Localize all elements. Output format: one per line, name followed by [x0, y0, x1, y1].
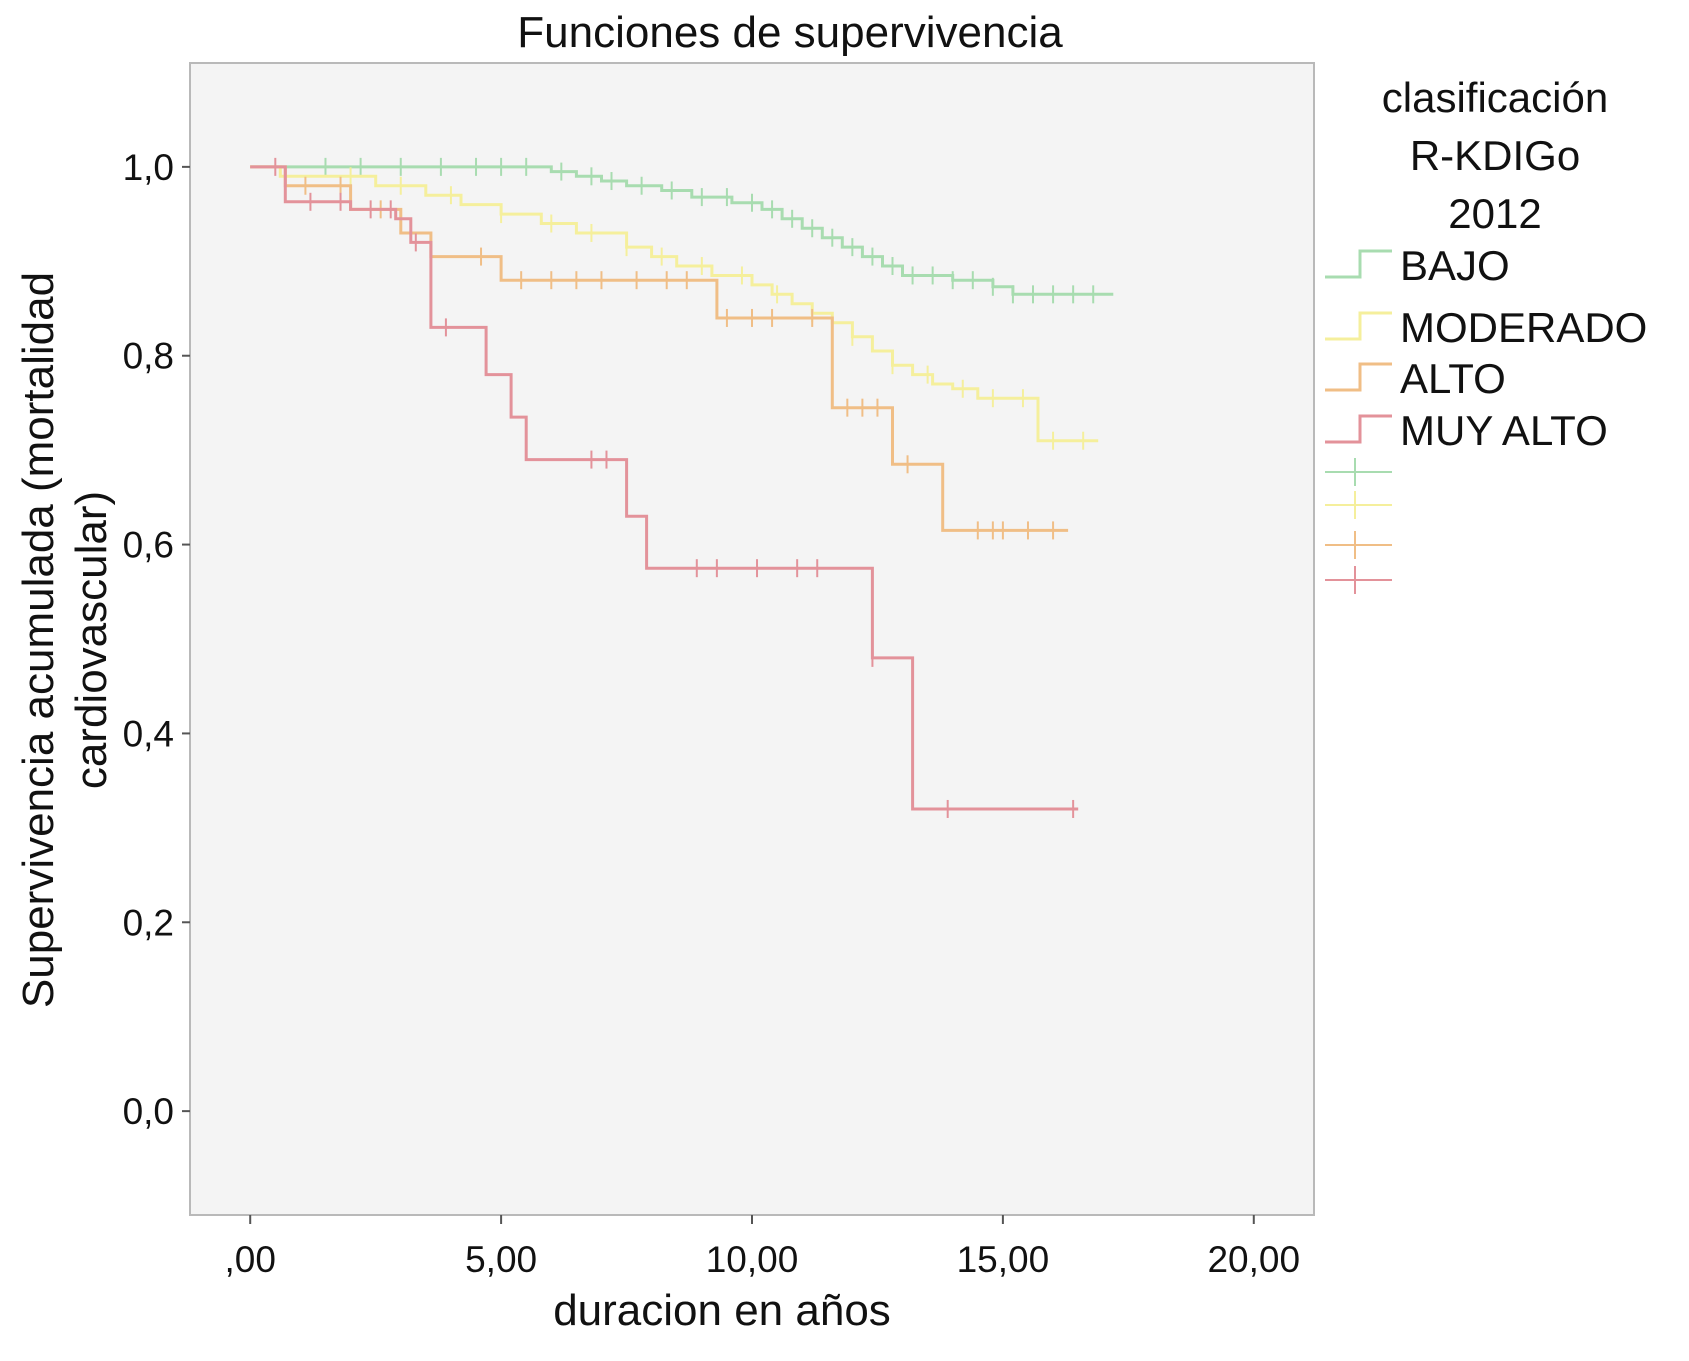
x-axis: ,00 5,00 10,00 15,00 20,00 [224, 1215, 1300, 1280]
x-tick-label: 5,00 [465, 1239, 537, 1280]
legend-swatch-bajo [1325, 249, 1392, 279]
series-muy-alto [250, 157, 1079, 818]
y-tick-label: 1,0 [123, 147, 174, 188]
y-axis-label: Supervivencia acumulada (mortalidad card… [14, 272, 116, 1008]
legend-title: 2012 [1448, 190, 1541, 237]
y-axis-label-line2: cardiovascular) [67, 491, 116, 789]
survival-curve-bajo [250, 165, 1114, 296]
series-alto [250, 165, 1069, 540]
legend-censor-key [1325, 491, 1392, 519]
legend-swatch-muy-alto [1325, 414, 1392, 444]
y-tick-label: 0,6 [123, 525, 174, 566]
survival-curve-moderado [250, 165, 1099, 443]
legend-label-alto: ALTO [1400, 355, 1506, 402]
survival-curve-muy-alto [250, 165, 1079, 811]
legend-censor-key [1325, 566, 1392, 594]
legend: clasificación R-KDIGo 2012 BAJO MODERADOALTO… [1325, 74, 1647, 594]
plot-area [189, 62, 1315, 1216]
x-tick-label: 20,00 [1207, 1239, 1300, 1280]
legend-censor-key [1325, 531, 1392, 559]
legend-label-moderado: MODERADO [1400, 304, 1647, 351]
y-tick-label: 0,2 [123, 902, 174, 943]
legend-swatch-moderado [1325, 311, 1392, 341]
x-axis-label: duracion en años [553, 1286, 891, 1335]
legend-label-muy-alto: MUY ALTO [1400, 407, 1608, 454]
series-layer [250, 157, 1114, 818]
legend-swatch-alto [1325, 362, 1392, 392]
chart-title: Funciones de supervivencia [517, 8, 1063, 57]
legend-censor-key [1325, 458, 1392, 486]
y-axis: 0,0 0,2 0,4 0,6 0,8 1,0 [123, 147, 190, 1132]
survival-curve-alto [250, 165, 1069, 532]
x-tick-label: 15,00 [957, 1239, 1050, 1280]
y-tick-label: 0,4 [123, 713, 174, 754]
x-tick-label: ,00 [224, 1239, 275, 1280]
series-bajo [250, 157, 1114, 304]
y-tick-label: 0,0 [123, 1091, 174, 1132]
legend-title: clasificación [1382, 74, 1608, 121]
x-tick-label: 10,00 [706, 1239, 799, 1280]
y-axis-label-line1: Supervivencia acumulada (mortalidad [14, 272, 63, 1008]
legend-label-bajo: BAJO [1400, 242, 1510, 289]
y-tick-label: 0,8 [123, 336, 174, 377]
legend-title: R-KDIGo [1410, 132, 1580, 179]
series-moderado [250, 165, 1099, 450]
